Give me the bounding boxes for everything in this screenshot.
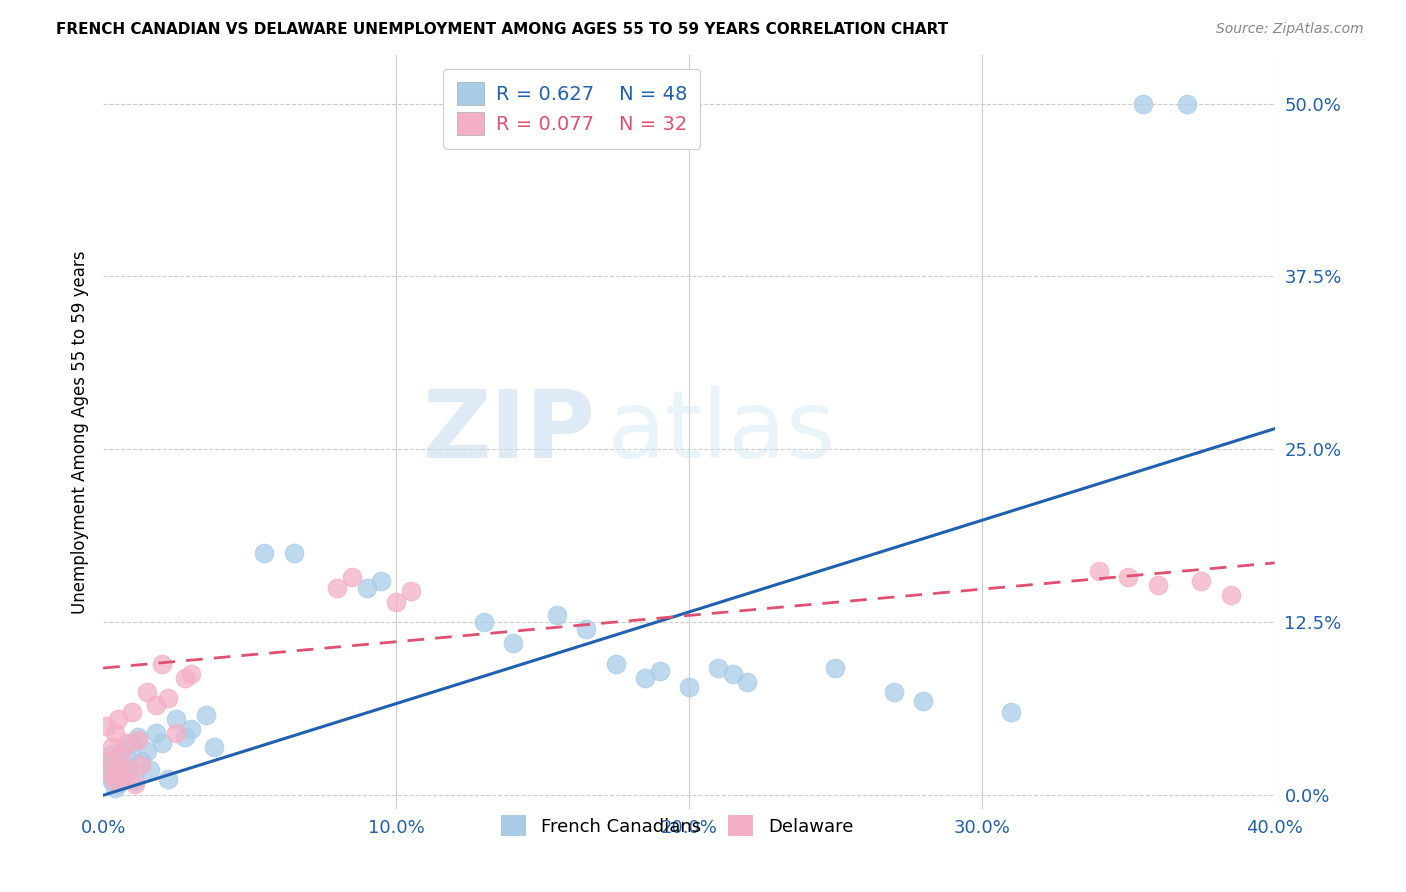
Point: [194, 708, 217, 723]
Point: [145, 726, 167, 740]
Point: [136, 684, 159, 698]
Point: [605, 657, 627, 671]
Point: [129, 757, 152, 772]
Legend: French Canadians, Delaware: French Canadians, Delaware: [492, 806, 862, 846]
Point: [253, 546, 276, 560]
Point: [112, 739, 135, 754]
Point: [94, 719, 117, 733]
Point: [156, 691, 179, 706]
Point: [283, 546, 305, 560]
Point: [721, 666, 744, 681]
Point: [129, 754, 152, 768]
Point: [145, 698, 167, 713]
Point: [1219, 588, 1241, 602]
Point: [118, 761, 141, 775]
Point: [678, 681, 700, 695]
Point: [98, 754, 121, 768]
Point: [112, 772, 135, 786]
Point: [1146, 578, 1168, 592]
Text: ZIP: ZIP: [422, 386, 595, 478]
Point: [1116, 570, 1139, 584]
Point: [707, 661, 730, 675]
Point: [912, 694, 935, 708]
Text: FRENCH CANADIAN VS DELAWARE UNEMPLOYMENT AMONG AGES 55 TO 59 YEARS CORRELATION C: FRENCH CANADIAN VS DELAWARE UNEMPLOYMENT…: [56, 22, 949, 37]
Point: [136, 744, 159, 758]
Point: [104, 764, 127, 778]
Point: [174, 671, 197, 685]
Point: [634, 671, 657, 685]
Text: Source: ZipAtlas.com: Source: ZipAtlas.com: [1216, 22, 1364, 37]
Point: [104, 774, 127, 789]
Point: [737, 674, 759, 689]
Point: [546, 608, 568, 623]
Point: [94, 761, 117, 775]
Point: [648, 664, 671, 678]
Point: [174, 730, 197, 744]
Point: [472, 615, 495, 630]
Point: [150, 657, 173, 671]
Point: [101, 774, 124, 789]
Point: [115, 736, 138, 750]
Point: [385, 594, 408, 608]
Point: [121, 706, 143, 720]
Point: [139, 764, 162, 778]
Point: [340, 570, 363, 584]
Point: [101, 739, 124, 754]
Point: [124, 777, 146, 791]
Point: [165, 712, 187, 726]
Point: [326, 581, 349, 595]
Point: [107, 777, 129, 791]
Point: [107, 757, 129, 772]
Point: [399, 583, 422, 598]
Point: [110, 772, 132, 786]
Point: [110, 747, 132, 761]
Point: [118, 764, 141, 778]
Point: [356, 581, 378, 595]
Point: [112, 767, 135, 781]
Point: [883, 684, 905, 698]
Point: [1175, 96, 1198, 111]
Point: [101, 747, 124, 761]
Point: [1191, 574, 1213, 588]
Point: [1088, 564, 1111, 578]
Point: [98, 754, 121, 768]
Point: [204, 739, 226, 754]
Point: [502, 636, 524, 650]
Text: atlas: atlas: [607, 386, 835, 478]
Point: [127, 730, 149, 744]
Point: [121, 736, 143, 750]
Point: [104, 781, 127, 796]
Point: [156, 772, 179, 786]
Point: [104, 726, 127, 740]
Point: [107, 712, 129, 726]
Point: [124, 774, 146, 789]
Point: [575, 622, 598, 636]
Point: [107, 761, 129, 775]
Point: [1000, 706, 1022, 720]
Point: [180, 722, 202, 736]
Point: [98, 767, 121, 781]
Point: [370, 574, 392, 588]
Point: [150, 736, 173, 750]
Point: [824, 661, 846, 675]
Point: [1132, 96, 1154, 111]
Point: [115, 749, 138, 764]
Point: [165, 726, 187, 740]
Point: [180, 666, 202, 681]
Point: [127, 733, 149, 747]
Y-axis label: Unemployment Among Ages 55 to 59 years: Unemployment Among Ages 55 to 59 years: [72, 251, 89, 614]
Point: [101, 767, 124, 781]
